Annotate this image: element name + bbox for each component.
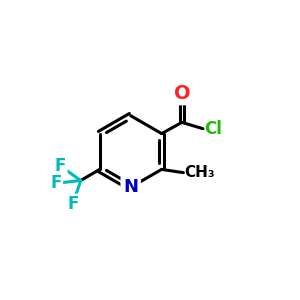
Text: F: F [67, 195, 79, 213]
Text: O: O [173, 84, 190, 103]
Text: F: F [50, 174, 62, 192]
Text: N: N [123, 178, 138, 196]
Text: F: F [55, 157, 66, 175]
Text: CH₃: CH₃ [184, 165, 215, 180]
Text: Cl: Cl [204, 120, 222, 138]
